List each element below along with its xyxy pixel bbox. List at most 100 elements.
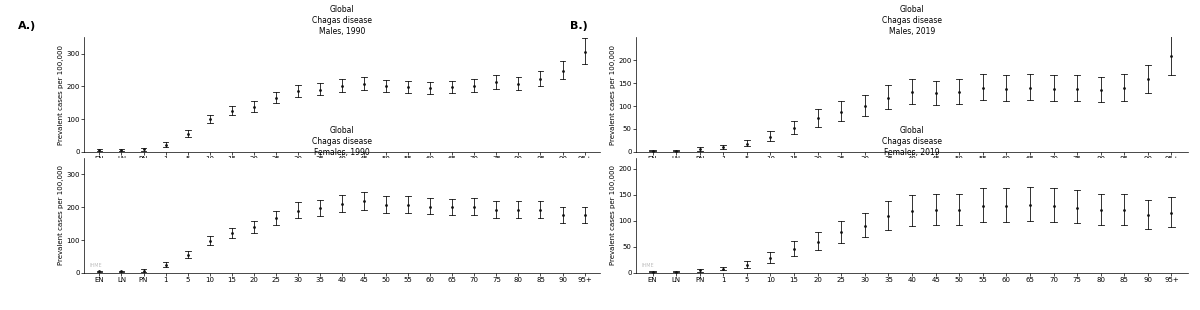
Point [244, 224, 263, 229]
Point [178, 131, 197, 136]
Point [997, 86, 1016, 91]
Point [134, 147, 154, 152]
Point [1162, 210, 1181, 215]
Point [443, 205, 462, 210]
Point [244, 104, 263, 109]
Point [926, 91, 946, 96]
Point [1020, 85, 1039, 90]
Point [530, 207, 550, 212]
Point [643, 269, 662, 274]
Point [1162, 54, 1181, 59]
Point [156, 262, 175, 267]
Point [288, 208, 307, 213]
Point [1068, 205, 1087, 210]
Point [354, 82, 373, 86]
Point [377, 202, 396, 207]
Point [856, 104, 875, 108]
Point [832, 230, 851, 235]
Point [1044, 204, 1063, 209]
Point [112, 269, 131, 274]
Point [1068, 86, 1087, 91]
Point [1115, 85, 1134, 90]
Point [311, 87, 330, 92]
Point [1139, 77, 1158, 82]
Point [1091, 208, 1110, 213]
Title: Global
Chagas disease
Females, 2019: Global Chagas disease Females, 2019 [882, 126, 942, 157]
Point [288, 89, 307, 94]
Point [902, 209, 922, 214]
Point [377, 84, 396, 89]
Point [856, 224, 875, 228]
Point [666, 148, 685, 153]
Point [509, 207, 528, 212]
Point [90, 148, 109, 153]
Point [785, 126, 804, 131]
Point [332, 83, 352, 88]
Point [997, 204, 1016, 209]
Point [200, 238, 220, 243]
Point [690, 268, 709, 273]
Point [421, 86, 440, 91]
Point [311, 206, 330, 211]
Point [1091, 87, 1110, 92]
Y-axis label: Prevalent cases per 100,000: Prevalent cases per 100,000 [58, 45, 64, 144]
Text: A.): A.) [18, 21, 36, 31]
Point [509, 81, 528, 86]
Point [222, 108, 241, 113]
Point [949, 208, 968, 213]
Text: IHME: IHME [642, 263, 654, 268]
Point [553, 213, 572, 218]
Point [156, 142, 175, 147]
Point [398, 202, 418, 207]
Point [808, 116, 827, 121]
Point [222, 230, 241, 235]
Point [90, 269, 109, 274]
Point [354, 199, 373, 204]
Point [464, 83, 484, 88]
Point [487, 80, 506, 85]
Point [487, 207, 506, 212]
Title: Global
Chagas disease
Females, 1990: Global Chagas disease Females, 1990 [312, 126, 372, 157]
Point [643, 148, 662, 153]
Point [714, 145, 733, 150]
Point [1115, 208, 1134, 213]
Point [690, 147, 709, 152]
Y-axis label: Prevalent cases per 100,000: Prevalent cases per 100,000 [58, 166, 64, 265]
Point [926, 208, 946, 213]
Y-axis label: Prevalent cases per 100,000: Prevalent cases per 100,000 [610, 45, 616, 144]
Point [443, 85, 462, 90]
Point [553, 68, 572, 73]
Point [973, 204, 992, 209]
Point [575, 50, 594, 55]
Point [973, 85, 992, 90]
Point [666, 269, 685, 274]
Point [200, 117, 220, 122]
Point [949, 90, 968, 95]
Point [761, 134, 780, 139]
Point [266, 215, 286, 220]
Point [530, 77, 550, 82]
Point [421, 204, 440, 209]
Point [878, 95, 898, 100]
Point [1139, 213, 1158, 218]
Point [1044, 86, 1063, 91]
Point [832, 109, 851, 114]
Point [464, 204, 484, 209]
Point [1020, 202, 1039, 207]
Text: B.): B.) [570, 21, 588, 31]
Point [902, 90, 922, 95]
Point [737, 141, 756, 146]
Point [134, 268, 154, 273]
Point [808, 239, 827, 244]
Point [332, 202, 352, 206]
Point [878, 214, 898, 219]
Point [737, 263, 756, 268]
Point [761, 256, 780, 261]
Point [575, 213, 594, 218]
Point [112, 148, 131, 153]
Title: Global
Chagas disease
Males, 1990: Global Chagas disease Males, 1990 [312, 5, 372, 36]
Point [714, 266, 733, 271]
Text: IHME: IHME [89, 263, 102, 268]
Title: Global
Chagas disease
Males, 2019: Global Chagas disease Males, 2019 [882, 5, 942, 36]
Point [178, 252, 197, 257]
